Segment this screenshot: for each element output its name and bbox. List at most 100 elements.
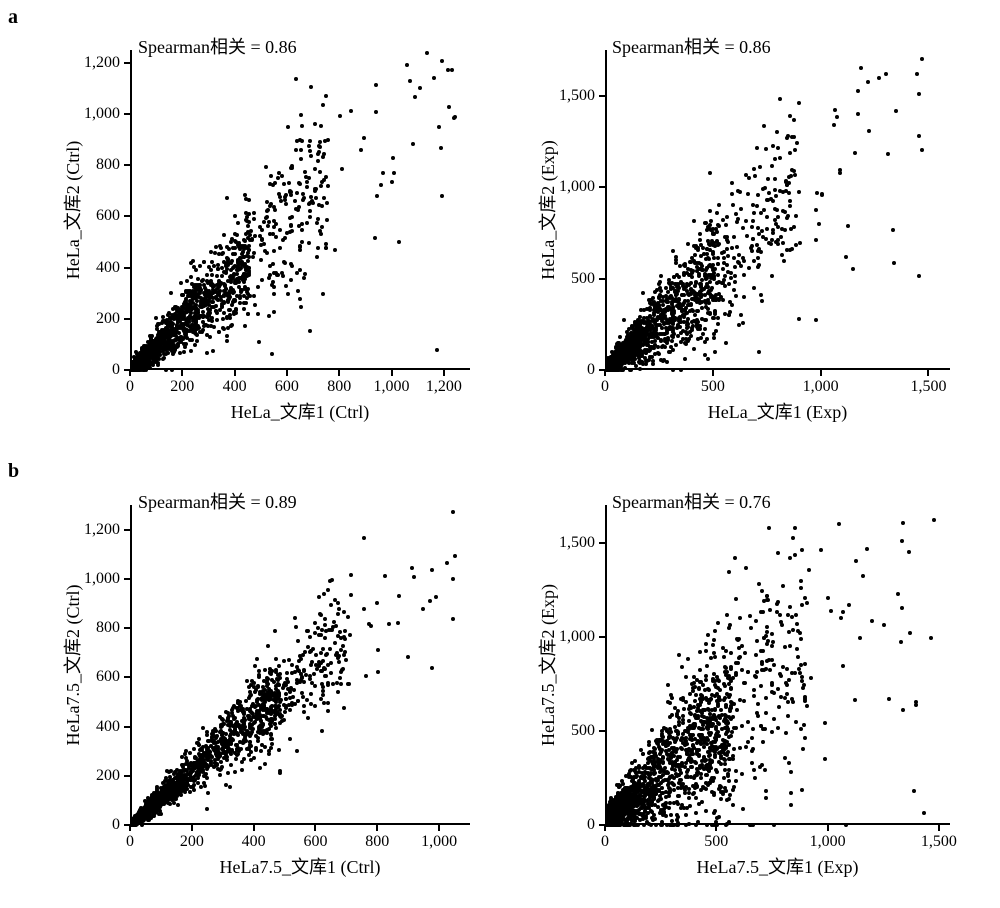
y-tick (124, 578, 130, 580)
y-tick (599, 369, 605, 371)
y-tick-label: 200 (96, 310, 120, 328)
y-tick-label: 1,200 (84, 521, 120, 539)
y-tick (124, 627, 130, 629)
x-tick (712, 370, 714, 376)
y-tick-label: 1,200 (84, 54, 120, 72)
x-tick (181, 370, 183, 376)
x-tick (820, 370, 822, 376)
y-tick-label: 1,000 (84, 570, 120, 588)
x-tick-label: 1,000 (374, 378, 410, 396)
y-tick-label: 200 (96, 767, 120, 785)
plot-area (130, 50, 470, 370)
x-tick-label: 500 (704, 833, 728, 851)
y-tick-label: 400 (96, 718, 120, 736)
y-tick-label: 800 (96, 156, 120, 174)
x-tick-label: 1,200 (426, 378, 462, 396)
panel-letter-b: b (8, 460, 19, 483)
y-tick-label: 500 (571, 270, 595, 288)
x-tick (443, 370, 445, 376)
y-tick (599, 824, 605, 826)
y-tick (124, 267, 130, 269)
y-tick-label: 1,000 (559, 178, 595, 196)
x-tick-label: 800 (365, 833, 389, 851)
x-tick-label: 0 (126, 833, 134, 851)
y-tick (124, 726, 130, 728)
y-tick-label: 0 (112, 361, 120, 379)
x-axis-label: HeLa7.5_文库1 (Ctrl) (220, 853, 381, 879)
x-axis-label: HeLa_文库1 (Exp) (708, 398, 847, 424)
y-tick (124, 215, 130, 217)
x-tick (338, 370, 340, 376)
y-tick-label: 0 (112, 816, 120, 834)
subplot-b_left: Spearman相关 = 0.8902004006008001,00002004… (60, 485, 480, 865)
x-tick-label: 200 (180, 833, 204, 851)
y-tick (599, 636, 605, 638)
subplot-a_left: Spearman相关 = 0.8602004006008001,0001,200… (60, 30, 480, 410)
x-tick (253, 825, 255, 831)
x-tick (938, 825, 940, 831)
x-tick-label: 500 (701, 378, 725, 396)
y-tick-label: 1,000 (559, 628, 595, 646)
y-tick (124, 529, 130, 531)
x-tick-label: 200 (170, 378, 194, 396)
figure-root: aSpearman相关 = 0.8602004006008001,0001,20… (0, 0, 1000, 908)
subplot-a_right: Spearman相关 = 0.8605001,0001,50005001,000… (540, 30, 960, 410)
y-axis-label: HeLa7.5_文库2 (Ctrl) (59, 585, 85, 746)
x-tick-label: 0 (126, 378, 134, 396)
x-tick (234, 370, 236, 376)
y-tick (599, 186, 605, 188)
x-tick (927, 370, 929, 376)
y-tick-label: 800 (96, 619, 120, 637)
x-tick-label: 1,000 (421, 833, 457, 851)
y-axis-label: HeLa_文库2 (Ctrl) (59, 141, 85, 279)
x-tick (391, 370, 393, 376)
x-tick (314, 825, 316, 831)
x-tick-label: 1,500 (921, 833, 957, 851)
x-tick (827, 825, 829, 831)
x-tick-label: 1,000 (810, 833, 846, 851)
y-tick-label: 1,000 (84, 105, 120, 123)
x-tick-label: 800 (327, 378, 351, 396)
x-tick (376, 825, 378, 831)
plot-area (605, 505, 950, 825)
x-axis-label: HeLa7.5_文库1 (Exp) (697, 853, 859, 879)
x-tick-label: 600 (275, 378, 299, 396)
panel-letter-a: a (8, 6, 18, 29)
y-tick-label: 0 (587, 361, 595, 379)
y-tick-label: 600 (96, 207, 120, 225)
y-tick-label: 400 (96, 259, 120, 277)
x-tick-label: 400 (242, 833, 266, 851)
y-tick (124, 62, 130, 64)
y-tick (599, 730, 605, 732)
x-tick (191, 825, 193, 831)
x-tick (438, 825, 440, 831)
y-tick (124, 369, 130, 371)
y-tick (599, 95, 605, 97)
y-tick-label: 500 (571, 722, 595, 740)
plot-area (130, 505, 470, 825)
subplot-b_right: Spearman相关 = 0.7605001,0001,50005001,000… (540, 485, 960, 865)
y-tick (124, 775, 130, 777)
x-tick-label: 600 (303, 833, 327, 851)
x-tick-label: 0 (601, 833, 609, 851)
y-tick-label: 1,500 (559, 534, 595, 552)
y-axis-label: HeLa_文库2 (Exp) (534, 140, 560, 279)
y-tick (124, 318, 130, 320)
y-tick-label: 600 (96, 668, 120, 686)
plot-area (605, 50, 950, 370)
y-tick (599, 278, 605, 280)
x-tick (286, 370, 288, 376)
x-tick-label: 1,000 (803, 378, 839, 396)
y-tick (124, 676, 130, 678)
x-axis-label: HeLa_文库1 (Ctrl) (231, 398, 369, 424)
y-axis-label: HeLa7.5_文库2 (Exp) (534, 584, 560, 746)
y-tick (599, 542, 605, 544)
y-tick (124, 824, 130, 826)
x-tick-label: 400 (223, 378, 247, 396)
y-tick (124, 164, 130, 166)
x-tick-label: 0 (601, 378, 609, 396)
y-tick-label: 0 (587, 816, 595, 834)
x-tick-label: 1,500 (910, 378, 946, 396)
y-tick-label: 1,500 (559, 87, 595, 105)
x-tick (715, 825, 717, 831)
